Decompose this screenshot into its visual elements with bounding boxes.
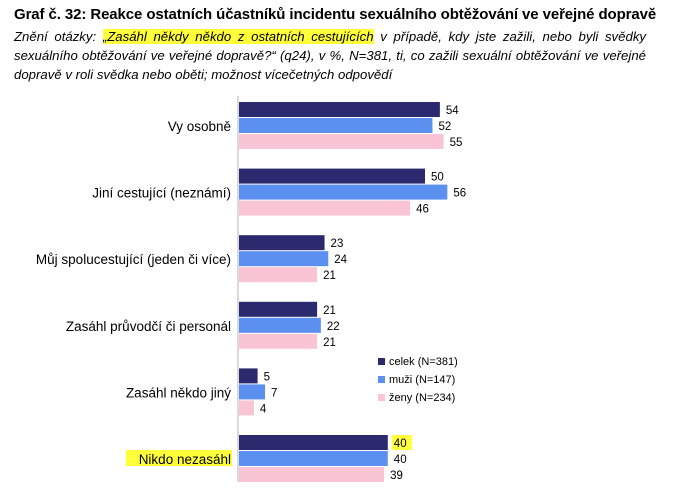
value-label: 23 [331, 238, 344, 250]
value-label: 21 [323, 337, 336, 349]
value-label: 56 [453, 188, 466, 200]
bar [239, 102, 440, 117]
category-label: Zasáhl někdo jiný [126, 385, 231, 400]
bar [239, 333, 318, 349]
value-label: 40 [394, 454, 407, 466]
legend-swatch [378, 358, 385, 365]
bar [239, 368, 258, 384]
bar [239, 301, 318, 317]
category-label: Nikdo nezasáhl [139, 452, 231, 467]
category-label: Můj spolucestující (jeden či více) [36, 252, 231, 267]
value-label: 22 [327, 321, 340, 333]
chart-subtitle: Znění otázky: „Zasáhl někdy někdo z osta… [14, 27, 646, 84]
legend-swatch [378, 376, 385, 383]
category-label: Vy osobně [168, 119, 231, 134]
value-label: 21 [323, 305, 336, 317]
subtitle-highlight: „Zasáhl někdy někdo z ostatních cestujíc… [102, 29, 374, 44]
bar [239, 235, 325, 251]
subtitle-rest: v případě, kdy jste zažili, nebo byli sv… [14, 29, 647, 82]
bar [239, 317, 321, 333]
value-label: 7 [271, 387, 277, 399]
value-highlight [391, 435, 412, 450]
category-label: Zasáhl průvodčí či personál [66, 319, 231, 334]
legend-swatch [378, 394, 385, 401]
bar [239, 400, 254, 416]
bar [239, 134, 444, 149]
bar [239, 184, 448, 200]
bar [239, 467, 385, 482]
bar [239, 251, 329, 267]
legend-label: celek (N=381) [389, 356, 458, 368]
value-label: 21 [323, 270, 336, 282]
bar [239, 200, 411, 216]
bar [239, 118, 433, 133]
value-label: 50 [431, 172, 444, 184]
legend-label: ženy (N=234) [389, 392, 455, 404]
chart-title: Graf č. 32: Reakce ostatních účastníků i… [14, 6, 657, 23]
value-label: 40 [394, 438, 407, 450]
value-label: 4 [260, 403, 267, 415]
bar [239, 451, 388, 466]
value-label: 24 [334, 254, 347, 266]
bar [239, 267, 318, 283]
value-label: 52 [438, 121, 451, 133]
bar [239, 435, 388, 450]
value-label: 5 [264, 371, 270, 383]
value-label: 39 [390, 470, 403, 482]
category-label: Jiní cestující (neznámí) [92, 186, 231, 201]
subtitle-prefix: Znění otázky: [14, 29, 103, 44]
value-label: 55 [450, 137, 463, 149]
legend-label: muži (N=147) [389, 374, 455, 386]
bar [239, 168, 425, 184]
bar [239, 384, 266, 400]
value-label: 54 [446, 105, 459, 117]
value-label: 46 [416, 204, 429, 216]
category-label-highlight [125, 450, 232, 466]
legend: celek (N=381) muži (N=147) ženy (N=234) [378, 356, 458, 404]
